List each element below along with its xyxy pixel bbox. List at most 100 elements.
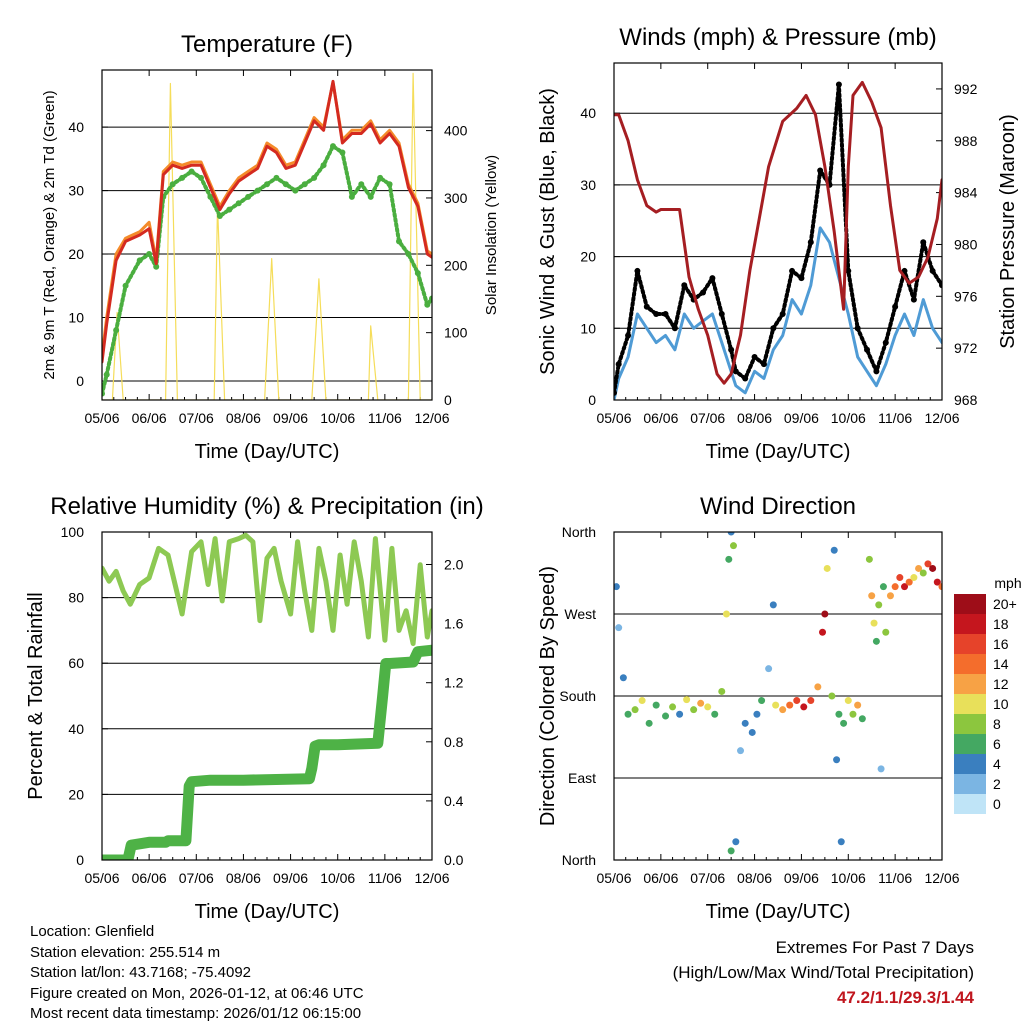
temp-series-2m-dewpoint-point — [358, 181, 365, 188]
dir-x-tick-label: 06/06 — [643, 870, 678, 886]
temp-series-2m-dewpoint-point — [264, 181, 270, 188]
dir-point — [619, 674, 627, 682]
rh-left-tick-label: 60 — [68, 655, 84, 671]
legend-swatch — [954, 594, 986, 614]
dir-point — [725, 555, 733, 563]
legend-label: 4 — [993, 756, 1001, 772]
rh-x-tick-label: 09/06 — [273, 870, 308, 886]
wind-series-gust-point — [681, 282, 688, 289]
dir-point — [840, 719, 848, 727]
temp-series-2m-dewpoint-point — [169, 181, 176, 188]
temp-series-2m-dewpoint-point — [396, 238, 402, 245]
temp-series-2m-dewpoint-point — [216, 212, 223, 219]
dir-point — [891, 583, 899, 591]
dir-point — [669, 703, 677, 711]
dir-left-tick-label: South — [559, 688, 596, 704]
temp-ylabel-right: Solar Insolation (Yellow) — [483, 155, 500, 315]
dir-point — [758, 697, 766, 705]
wind-series-gust-point — [770, 325, 777, 332]
wind-series-gust-point — [615, 361, 622, 368]
temp-left-tick-label: 40 — [68, 119, 84, 135]
dir-xlabel: Time (Day/UTC) — [706, 901, 851, 923]
dir-point — [854, 701, 862, 709]
legend-label: 0 — [993, 796, 1001, 812]
dir-point — [732, 838, 740, 846]
dir-point — [919, 569, 927, 577]
temp-series-2m-dewpoint-point — [292, 187, 299, 194]
dir-point — [722, 610, 730, 618]
timestamp-text: Most recent data timestamp: 2026/01/12 0… — [30, 1005, 362, 1023]
wind-right-tick-label: 968 — [954, 392, 978, 408]
temp-x-tick-label: 07/06 — [179, 410, 214, 426]
latlon-text: Station lat/lon: 43.7168; -75.4092 — [30, 964, 252, 982]
dir-point — [819, 628, 827, 636]
rh-right-tick-label: 1.2 — [444, 675, 464, 691]
wind-ylabel-left: Sonic Wind & Gust (Blue, Black) — [537, 88, 559, 375]
temp-series-2m-dewpoint-point — [273, 174, 280, 181]
legend-label: 8 — [993, 716, 1001, 732]
wind-left-tick-label: 20 — [580, 249, 596, 265]
legend-label: 12 — [993, 676, 1009, 692]
dir-point — [741, 719, 749, 727]
legend-label: 14 — [993, 656, 1009, 672]
dir-point — [772, 701, 780, 709]
temp-series-2m-dewpoint-point — [207, 193, 214, 200]
dir-point — [753, 710, 761, 718]
dir-left-tick-label: East — [568, 770, 596, 786]
temp-x-tick-label: 08/06 — [226, 410, 261, 426]
legend-label: 16 — [993, 636, 1009, 652]
wind-x-tick-label: 08/06 — [737, 410, 772, 426]
temp-series-2m-dewpoint-point — [320, 162, 327, 169]
wind-series-gust-point — [671, 325, 678, 332]
legend-label: 10 — [993, 696, 1009, 712]
extremes-values: 47.2/1.1/29.3/1.44 — [836, 988, 974, 1007]
wind-series-gust-point — [920, 239, 927, 246]
dir-point — [901, 583, 909, 591]
dir-point — [697, 699, 705, 707]
wind-series-gust-point — [807, 239, 814, 246]
wind-x-tick-label: 12/06 — [924, 410, 959, 426]
dir-point — [737, 747, 745, 755]
rh-right-tick-label: 0.8 — [444, 734, 464, 750]
dir-point — [905, 578, 913, 586]
dir-x-tick-label: 08/06 — [737, 870, 772, 886]
temp-series-2m-dewpoint-point — [414, 270, 421, 277]
dir-point — [748, 728, 756, 736]
temp-series-2m-dewpoint-point — [198, 174, 204, 181]
temp-x-tick-label: 06/06 — [132, 410, 167, 426]
wind-series-gust-point — [892, 303, 899, 310]
dir-point — [614, 583, 620, 591]
temp-series-2m-dewpoint-point — [188, 168, 195, 175]
temp-right-tick-label: 200 — [444, 257, 468, 273]
rh-right-tick-label: 2.0 — [444, 557, 464, 573]
dir-point — [929, 564, 937, 572]
temp-series-2m-dewpoint-point — [153, 263, 160, 270]
dir-point — [858, 715, 866, 723]
temp-series-2m-dewpoint-point — [226, 206, 233, 213]
temp-right-tick-label: 300 — [444, 190, 468, 206]
wind-right-tick-label: 980 — [954, 236, 978, 252]
dir-point — [835, 710, 843, 718]
rh-x-tick-label: 07/06 — [179, 870, 214, 886]
dir-point — [727, 532, 735, 536]
dir-point — [844, 697, 852, 705]
rh-left-tick-label: 80 — [68, 590, 84, 606]
wind-series-gust-point — [845, 267, 852, 274]
temp-left-tick-label: 30 — [68, 183, 84, 199]
extremes-panel: Extremes For Past 7 Days (High/Low/Max W… — [673, 935, 974, 1010]
temp-x-tick-label: 12/06 — [414, 410, 449, 426]
rh-ylabel-left: Percent & Total Rainfall — [25, 592, 47, 800]
wind-series-gust-point — [718, 310, 725, 317]
wind-right-tick-label: 972 — [954, 340, 978, 356]
legend-label: 20+ — [993, 596, 1017, 612]
temp-series-2m-dewpoint-point — [122, 282, 129, 289]
dir-point — [779, 706, 787, 714]
dir-point — [800, 703, 808, 711]
wind-left-tick-label: 10 — [580, 320, 596, 336]
dir-point — [870, 619, 878, 627]
legend-swatch — [954, 794, 986, 814]
temp-left-tick-label: 10 — [68, 310, 84, 326]
dir-point — [624, 710, 632, 718]
wind-series-gust-point — [634, 267, 641, 274]
